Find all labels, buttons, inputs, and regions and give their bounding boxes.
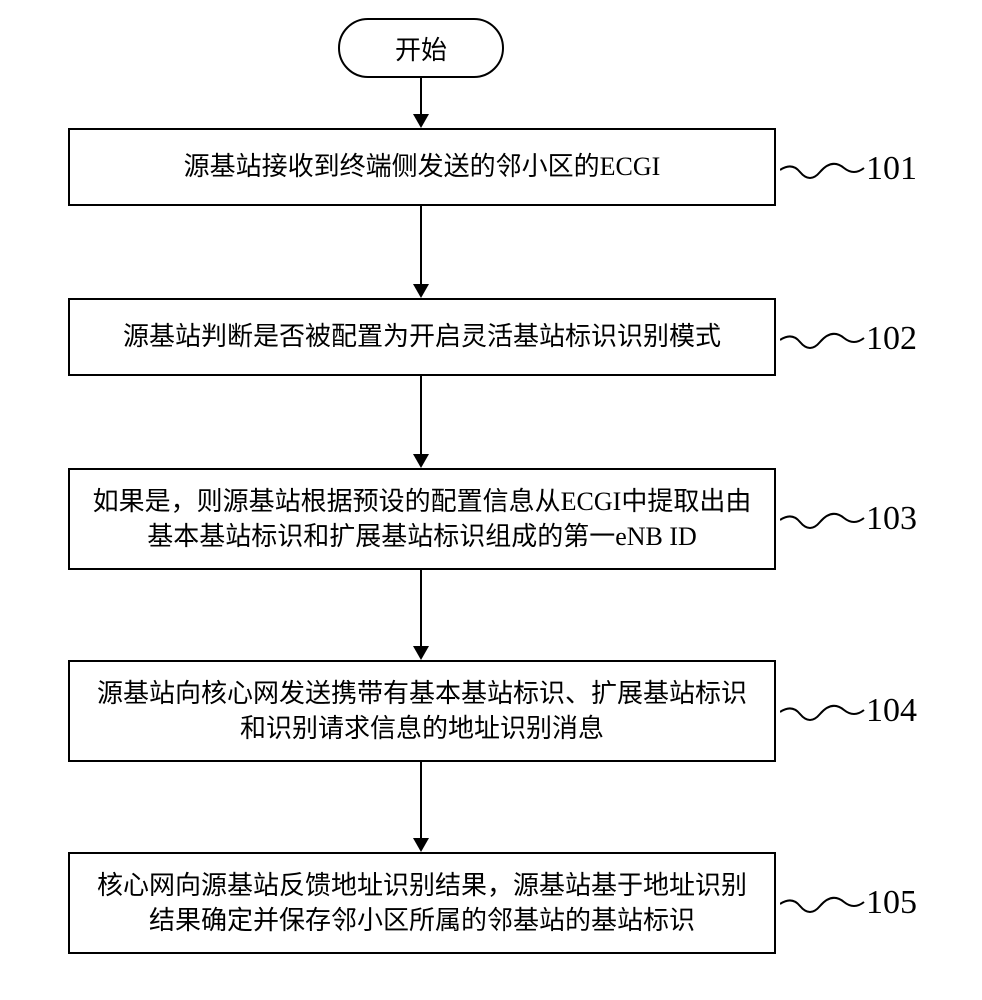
- step-label-102: 102: [866, 320, 917, 358]
- step-label-105: 105: [866, 884, 917, 922]
- flowchart-canvas: 开始 源基站接收到终端侧发送的邻小区的ECGI 101 源基站判断是否被配置为开…: [0, 0, 982, 1000]
- arrow-head-1: [413, 284, 429, 298]
- arrow-2: [420, 376, 422, 454]
- step-box-104: 源基站向核心网发送携带有基本基站标识、扩展基站标识和识别请求信息的地址识别消息: [68, 660, 776, 762]
- start-node: 开始: [338, 18, 504, 78]
- arrow-head-2: [413, 454, 429, 468]
- step-text: 源基站接收到终端侧发送的邻小区的ECGI: [184, 149, 661, 184]
- wave-102: [780, 310, 866, 366]
- step-label-101: 101: [866, 150, 917, 188]
- step-text: 源基站判断是否被配置为开启灵活基站标识识别模式: [123, 319, 721, 354]
- step-box-102: 源基站判断是否被配置为开启灵活基站标识识别模式: [68, 298, 776, 376]
- arrow-head-0: [413, 114, 429, 128]
- wave-104: [780, 682, 866, 738]
- arrow-head-4: [413, 838, 429, 852]
- wave-105: [780, 874, 866, 930]
- arrow-4: [420, 762, 422, 838]
- step-text: 核心网向源基站反馈地址识别结果，源基站基于地址识别结果确定并保存邻小区所属的邻基…: [92, 868, 752, 938]
- step-box-105: 核心网向源基站反馈地址识别结果，源基站基于地址识别结果确定并保存邻小区所属的邻基…: [68, 852, 776, 954]
- step-text: 如果是，则源基站根据预设的配置信息从ECGI中提取出由基本基站标识和扩展基站标识…: [92, 484, 752, 554]
- wave-101: [780, 140, 866, 196]
- arrow-head-3: [413, 646, 429, 660]
- start-label: 开始: [395, 30, 447, 67]
- wave-103: [780, 490, 866, 546]
- arrow-0: [420, 78, 422, 114]
- step-label-103: 103: [866, 500, 917, 538]
- arrow-3: [420, 570, 422, 646]
- step-box-103: 如果是，则源基站根据预设的配置信息从ECGI中提取出由基本基站标识和扩展基站标识…: [68, 468, 776, 570]
- step-label-104: 104: [866, 692, 917, 730]
- arrow-1: [420, 206, 422, 284]
- step-text: 源基站向核心网发送携带有基本基站标识、扩展基站标识和识别请求信息的地址识别消息: [92, 676, 752, 746]
- step-box-101: 源基站接收到终端侧发送的邻小区的ECGI: [68, 128, 776, 206]
